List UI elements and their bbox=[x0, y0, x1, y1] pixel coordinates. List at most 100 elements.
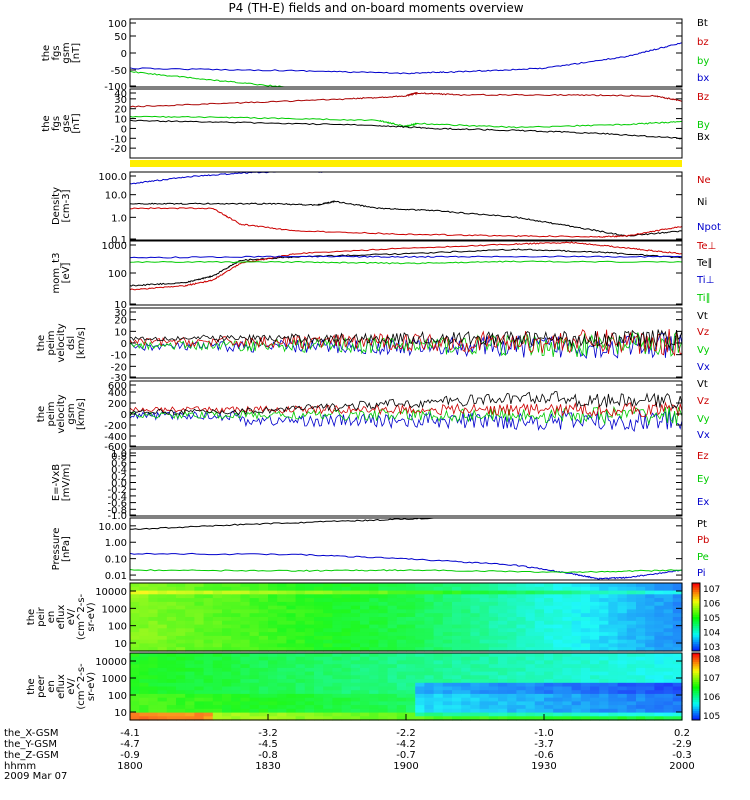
heatmap-cell bbox=[295, 653, 306, 658]
heatmap-cell bbox=[277, 708, 287, 714]
heatmap-cell bbox=[203, 682, 214, 688]
heatmap-cell bbox=[130, 647, 140, 652]
heatmap-cell bbox=[222, 617, 232, 622]
heatmap-cell bbox=[608, 609, 619, 614]
heatmap-cell bbox=[470, 635, 481, 641]
heatmap-cell bbox=[645, 712, 655, 717]
heatmap-cell bbox=[470, 675, 481, 680]
heatmap-cell bbox=[488, 583, 499, 588]
heatmap-cell bbox=[452, 708, 462, 714]
heatmap-cell bbox=[212, 590, 223, 595]
heatmap-cell bbox=[626, 686, 637, 691]
series-line-Bz bbox=[129, 91, 683, 108]
heatmap-cell bbox=[507, 643, 517, 648]
heatmap-cell bbox=[433, 617, 444, 622]
heatmap-cell bbox=[176, 653, 186, 658]
heatmap-cell bbox=[350, 647, 361, 652]
heatmap-cell bbox=[663, 598, 674, 603]
heatmap-cell bbox=[332, 675, 343, 680]
heatmap-cell bbox=[516, 635, 527, 641]
heatmap-cell bbox=[608, 583, 619, 588]
y-tick-label: 100 bbox=[108, 19, 127, 30]
heatmap-cell bbox=[626, 716, 637, 721]
heatmap-cell bbox=[452, 647, 462, 652]
heatmap-cell bbox=[534, 586, 545, 592]
y-tick-label: 10 bbox=[114, 708, 127, 719]
series-line-Bx bbox=[129, 119, 683, 140]
heatmap-cell bbox=[148, 712, 159, 717]
heatmap-cell bbox=[185, 660, 195, 665]
heatmap-cell bbox=[295, 716, 306, 721]
heatmap-cell bbox=[249, 583, 260, 588]
heatmap-cell bbox=[369, 656, 379, 661]
heatmap-cell bbox=[461, 701, 471, 706]
heatmap-cell bbox=[139, 667, 149, 673]
heatmap-cell bbox=[249, 628, 260, 633]
y-axis-label: dsl bbox=[66, 336, 77, 350]
heatmap-cell bbox=[139, 613, 149, 618]
heatmap-cell bbox=[203, 624, 214, 629]
heatmap-cell bbox=[626, 675, 637, 680]
heatmap-cell bbox=[488, 682, 499, 688]
heatmap-cell bbox=[378, 590, 389, 595]
heatmap-cell bbox=[304, 647, 315, 652]
heatmap-cell bbox=[544, 609, 554, 614]
heatmap-cell bbox=[626, 620, 637, 626]
heatmap-cell bbox=[194, 605, 205, 611]
heatmap-cell bbox=[314, 679, 324, 684]
heatmap-cell bbox=[617, 705, 628, 710]
heatmap-cell bbox=[185, 635, 195, 641]
heatmap-cell bbox=[268, 590, 278, 595]
heatmap-cell bbox=[341, 690, 352, 695]
heatmap-cell bbox=[599, 632, 609, 637]
heatmap-cell bbox=[277, 690, 287, 695]
heatmap-cell bbox=[396, 620, 407, 626]
heatmap-cell bbox=[222, 716, 232, 721]
colorbar-segment bbox=[692, 623, 700, 627]
heatmap-cell bbox=[599, 653, 609, 658]
heatmap-cell bbox=[534, 712, 545, 717]
heatmap-cell bbox=[415, 656, 425, 661]
heatmap-cell bbox=[663, 708, 674, 714]
heatmap-cell bbox=[203, 590, 214, 595]
heatmap-cell bbox=[231, 686, 241, 691]
heatmap-cell bbox=[314, 586, 324, 592]
noise-trace bbox=[129, 405, 683, 426]
heatmap-cell bbox=[654, 708, 665, 714]
heatmap-cell bbox=[139, 712, 149, 717]
heatmap-cell bbox=[185, 697, 195, 702]
heatmap-cell bbox=[452, 643, 462, 648]
heatmap-cell bbox=[525, 613, 536, 618]
heatmap-cell bbox=[452, 620, 462, 626]
heatmap-cell bbox=[249, 679, 260, 684]
heatmap-cell bbox=[424, 690, 435, 695]
heatmap-cell bbox=[424, 613, 435, 618]
heatmap-cell bbox=[525, 660, 536, 665]
heatmap-cell bbox=[672, 628, 683, 633]
heatmap-cell bbox=[507, 712, 517, 717]
heatmap-cell bbox=[295, 671, 306, 676]
heatmap-cell bbox=[636, 708, 646, 714]
heatmap-cell bbox=[406, 701, 416, 706]
heatmap-cell bbox=[544, 656, 554, 661]
colorbar-segment bbox=[692, 686, 700, 690]
heatmap-cell bbox=[424, 693, 435, 699]
heatmap-cell bbox=[571, 660, 582, 665]
heatmap-cell bbox=[479, 705, 490, 710]
colorbar-segment bbox=[692, 635, 700, 638]
heatmap-cell bbox=[258, 609, 269, 614]
heatmap-cell bbox=[507, 653, 517, 658]
x-tick-label: -4.5 bbox=[258, 739, 278, 750]
heatmap-cell bbox=[553, 653, 563, 658]
heatmap-cell bbox=[249, 671, 260, 676]
heatmap-cell bbox=[663, 590, 674, 595]
heatmap-cell bbox=[507, 693, 517, 699]
heatmap-cell bbox=[268, 697, 278, 702]
heatmap-cell bbox=[268, 601, 278, 607]
heatmap-cell bbox=[636, 660, 646, 665]
heatmap-cell bbox=[516, 628, 527, 633]
heatmap-cell bbox=[148, 601, 159, 607]
heatmap-cell bbox=[406, 675, 416, 680]
